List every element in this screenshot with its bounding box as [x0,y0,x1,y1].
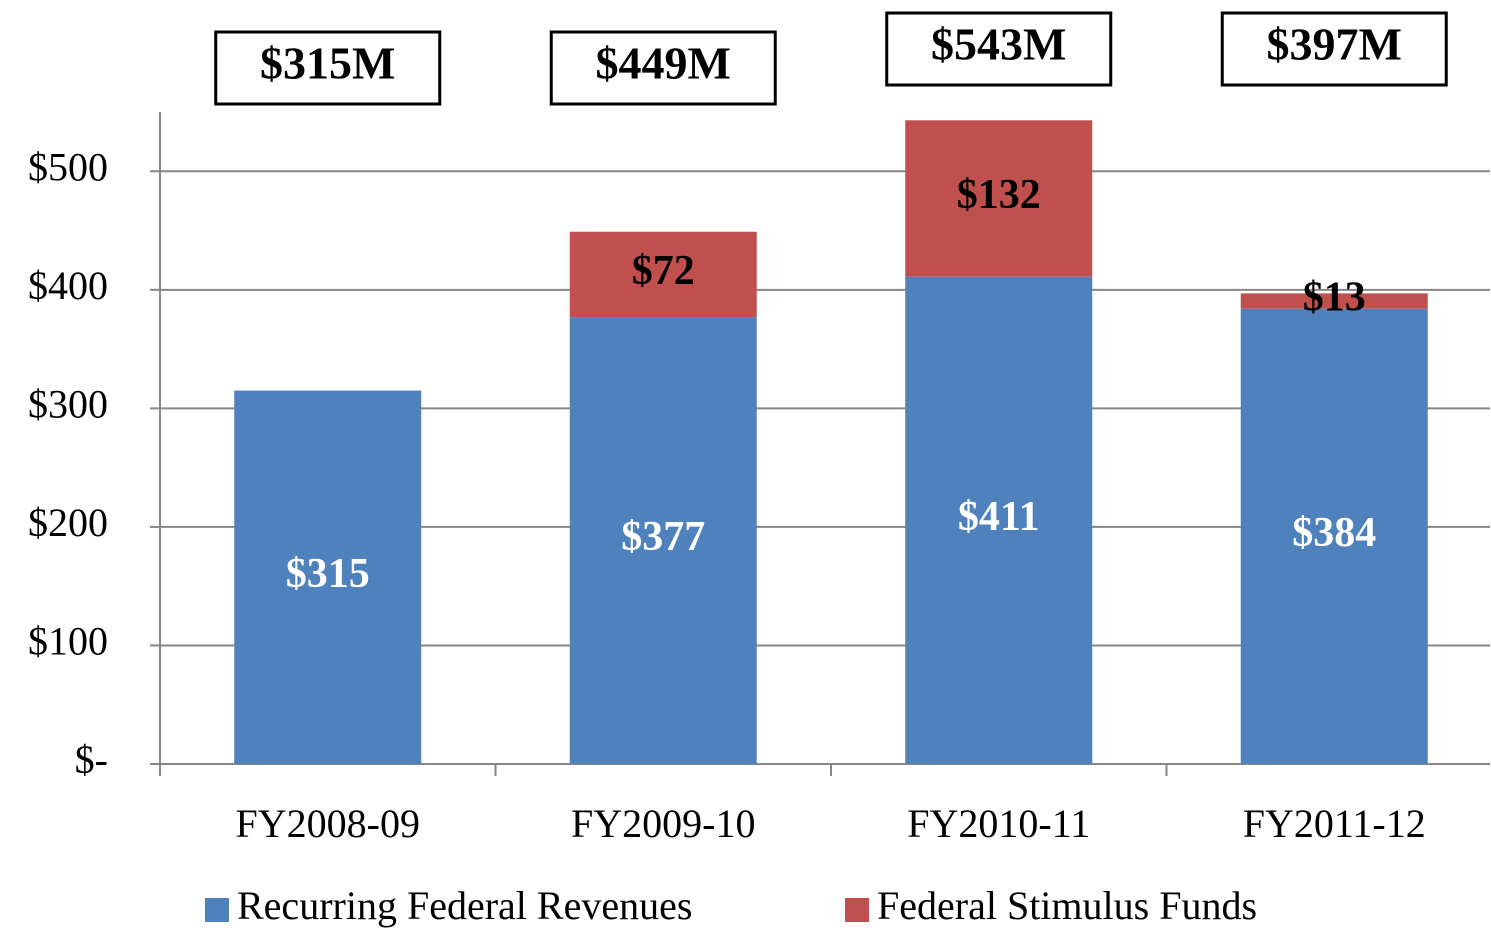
total-box [885,11,1113,87]
y-tick-label: $500 [28,144,108,189]
legend-label: Federal Stimulus Funds [877,883,1257,928]
bar-segment [905,276,1093,764]
value-label: $13 [1303,275,1366,321]
value-label: $411 [958,494,1040,540]
bar-segment [569,317,757,764]
legend-swatch [845,898,869,922]
total-label: $397M [1267,19,1402,70]
value-label: $384 [1292,510,1376,556]
value-label: $377 [621,514,705,560]
bar-segment [1240,308,1428,764]
x-tick-label: FY2008-09 [236,801,420,846]
total-label: $315M [260,38,395,89]
y-tick-label: $400 [28,263,108,308]
x-tick-label: FY2010-11 [907,801,1090,846]
bar-segment [569,231,757,318]
total-label: $543M [931,19,1066,70]
value-label: $315 [286,551,370,597]
y-tick-label: $200 [28,500,108,545]
total-box [1220,11,1448,87]
bar-segment [905,120,1093,277]
x-tick-label: FY2009-10 [571,801,755,846]
bar-segment [234,390,422,764]
value-label: $72 [632,248,695,294]
value-label: $132 [957,172,1041,218]
x-tick-label: FY2011-12 [1243,801,1426,846]
total-box [549,30,777,106]
bar-segment [1240,293,1428,309]
y-tick-label: $300 [28,382,108,427]
total-box [214,30,442,106]
legend-swatch [205,898,229,922]
y-tick-label: $100 [28,619,108,664]
y-tick-label: $- [75,737,108,782]
total-label: $449M [596,38,731,89]
legend-label: Recurring Federal Revenues [237,883,692,928]
